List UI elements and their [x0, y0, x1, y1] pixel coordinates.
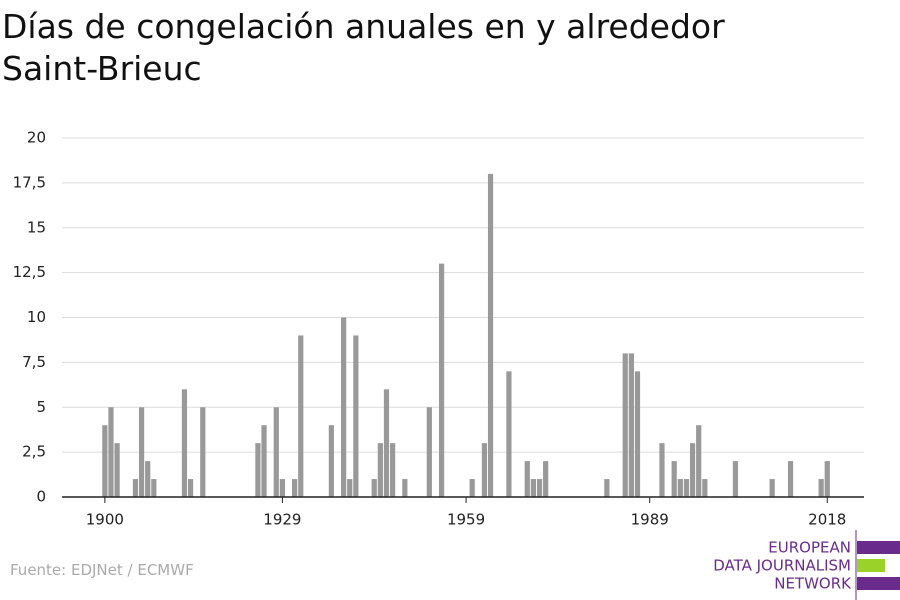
- bar: [353, 335, 359, 497]
- bar: [132, 479, 139, 497]
- y-tick-label: 15: [27, 218, 46, 236]
- bar: [273, 407, 279, 497]
- logo-bar: [857, 577, 900, 590]
- y-tick-label: 5: [36, 398, 46, 416]
- logo-bar: [857, 541, 900, 554]
- bar: [530, 479, 537, 497]
- bar: [604, 479, 610, 497]
- x-tick-label: 1959: [447, 511, 485, 529]
- logo-text: DATA JOURNALISM: [713, 557, 851, 575]
- logo-text: EUROPEAN: [768, 539, 851, 557]
- bar: [292, 479, 298, 497]
- bar: [298, 335, 304, 497]
- bar: [824, 461, 830, 497]
- bar: [371, 479, 377, 497]
- bar: [347, 479, 353, 497]
- bar: [328, 425, 334, 497]
- bar: [702, 479, 708, 497]
- bar: [689, 443, 696, 497]
- bar: [732, 461, 739, 497]
- logo-bar: [857, 559, 885, 572]
- bar: [671, 461, 677, 497]
- bar: [151, 479, 157, 497]
- y-tick-label: 7,5: [22, 353, 46, 371]
- bar: [487, 173, 494, 497]
- x-tick-label: 1989: [631, 511, 669, 529]
- bar: [634, 371, 641, 497]
- source: Fuente: EDJNet / ECMWF: [10, 561, 194, 579]
- bar: [383, 389, 390, 497]
- x-tick-label: 2018: [808, 511, 846, 529]
- bar: [481, 443, 488, 497]
- bar: [114, 443, 120, 497]
- bar: [138, 407, 145, 497]
- bar: [787, 461, 794, 497]
- bar: [536, 479, 543, 497]
- bar: [279, 479, 285, 497]
- bar: [506, 371, 512, 497]
- bar: [543, 461, 549, 497]
- bar: [769, 479, 775, 497]
- y-tick-label: 2,5: [22, 443, 46, 461]
- bar: [622, 353, 628, 497]
- bar: [426, 407, 432, 497]
- bar: [659, 443, 665, 497]
- x-tick-label: 1900: [86, 511, 124, 529]
- bar: [377, 443, 383, 497]
- bar: [187, 479, 194, 497]
- bar: [628, 353, 634, 497]
- y-tick-label: 0: [36, 488, 46, 506]
- bar: [402, 479, 408, 497]
- x-tick-label: 1929: [263, 511, 301, 529]
- y-tick-label: 17,5: [13, 173, 46, 191]
- bar: [677, 479, 683, 497]
- bar: [818, 479, 824, 497]
- bar: [255, 443, 261, 497]
- bar: [145, 461, 151, 497]
- bar: [181, 389, 188, 497]
- logo-text: NETWORK: [774, 575, 852, 593]
- y-tick-label: 10: [27, 308, 46, 326]
- bar: [261, 425, 267, 497]
- bar: [438, 263, 445, 497]
- bar: [108, 407, 114, 497]
- y-tick-label: 12,5: [13, 263, 46, 281]
- chart-title: Días de congelación anuales en y alreded…: [2, 7, 725, 88]
- bar: [469, 479, 475, 497]
- bar: [683, 479, 690, 497]
- bar: [389, 443, 396, 497]
- bar: [524, 461, 530, 497]
- bar: [696, 425, 702, 497]
- bar: [200, 407, 206, 497]
- bar: [341, 317, 347, 497]
- y-tick-label: 20: [27, 129, 46, 147]
- bar: [102, 425, 108, 497]
